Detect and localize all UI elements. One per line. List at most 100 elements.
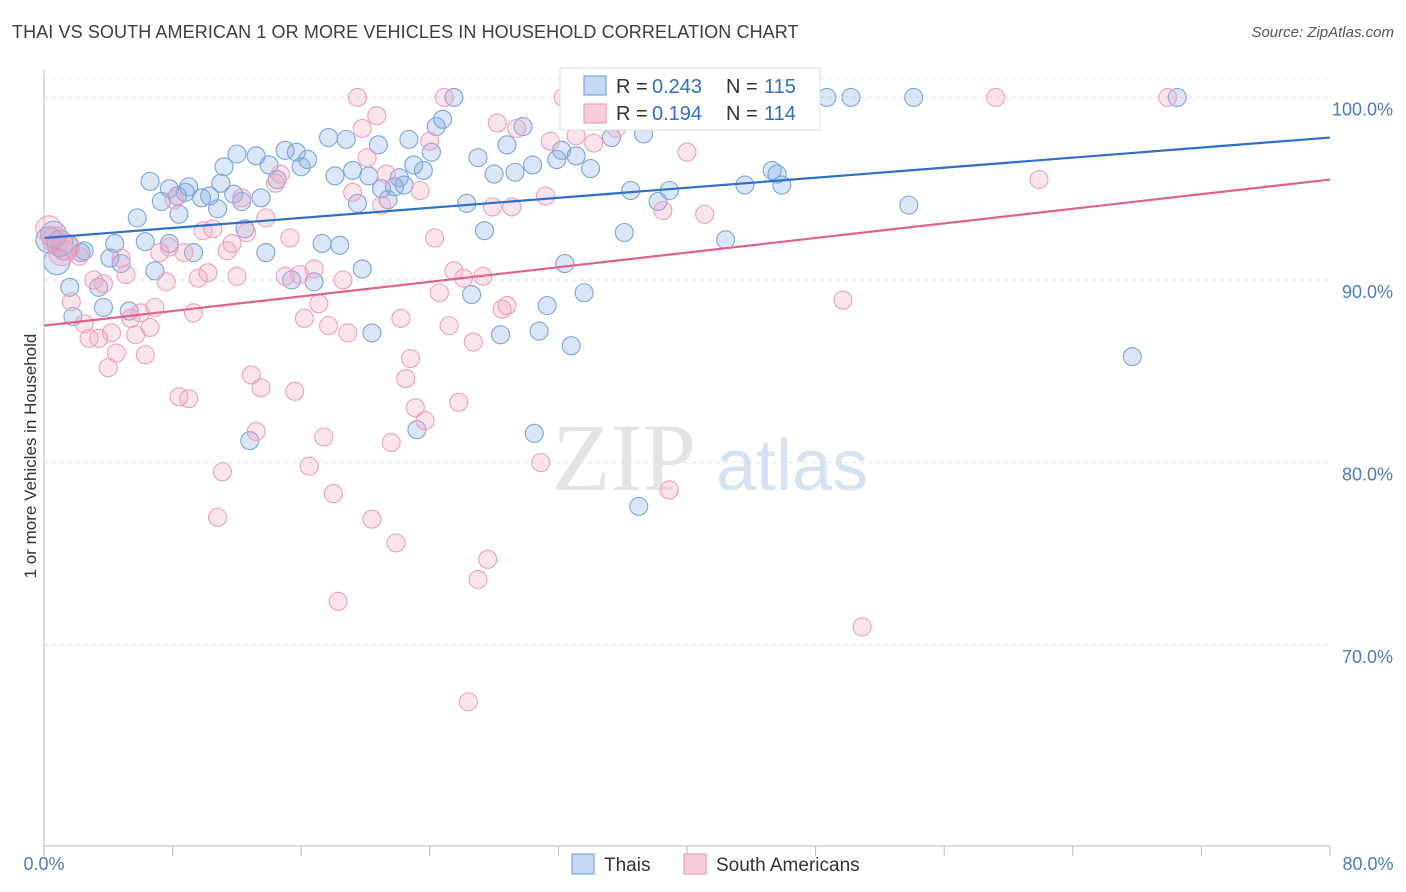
data-points: [35, 87, 1187, 712]
thais-point: [318, 128, 339, 148]
south-americans-point: [677, 142, 697, 162]
south-americans-point: [352, 118, 372, 138]
thais-point: [286, 142, 306, 162]
south-americans-trend-line: [43, 178, 1331, 327]
legend-r-label-1: R =: [616, 76, 648, 98]
y-tick-label: 100.0%: [1332, 99, 1393, 119]
thais-point: [574, 283, 594, 303]
south-americans-point: [48, 239, 76, 267]
south-americans-point: [986, 87, 1006, 107]
south-americans-point: [391, 308, 411, 328]
thais-point: [468, 148, 488, 168]
south-americans-point: [540, 131, 560, 151]
thais-point: [179, 177, 199, 197]
thais-point: [537, 295, 557, 316]
thais-point: [413, 160, 433, 180]
south-americans-point: [156, 272, 176, 292]
south-americans-point: [299, 456, 319, 476]
thais-point: [561, 336, 581, 356]
thais-point: [772, 175, 792, 195]
south-americans-point: [434, 87, 454, 107]
thais-point: [841, 87, 861, 107]
thais-point: [484, 164, 504, 184]
south-americans-point: [318, 316, 339, 336]
thais-point: [444, 87, 464, 107]
thais-point: [629, 496, 649, 516]
south-americans-point: [188, 268, 208, 288]
south-americans-point: [135, 345, 155, 365]
south-americans-point: [584, 133, 604, 153]
south-americans-point: [531, 453, 551, 473]
thais-point: [474, 221, 495, 241]
south-americans-point: [236, 222, 257, 243]
south-americans-point: [478, 549, 498, 569]
south-americans-point: [439, 316, 459, 336]
bottom-legend-south-americans: South Americans: [716, 855, 860, 876]
south-americans-point: [309, 294, 329, 314]
legend-r-label-2: R =: [616, 103, 648, 125]
south-americans-point: [347, 87, 368, 107]
y-tick-label: 70.0%: [1342, 647, 1393, 667]
south-americans-point: [203, 219, 223, 239]
thais-point: [251, 188, 271, 208]
thais-point: [246, 146, 266, 166]
south-americans-point: [653, 201, 673, 221]
thais-point: [191, 188, 212, 208]
south-americans-point: [116, 264, 136, 285]
thais-point: [457, 193, 477, 213]
south-americans-point: [458, 692, 478, 712]
south-americans-point: [304, 259, 324, 279]
south-americans-point: [386, 533, 406, 553]
south-americans-point: [98, 358, 118, 378]
thais-point: [140, 171, 160, 191]
thais-point: [183, 243, 204, 263]
south-americans-point: [497, 295, 517, 316]
trend-lines: [43, 136, 1331, 327]
south-americans-point: [89, 328, 109, 348]
thais-point: [580, 159, 601, 179]
legend-r-value-2: 0.194: [652, 103, 702, 125]
south-americans-point: [275, 266, 295, 286]
watermark: ZIP atlas: [552, 404, 868, 511]
bottom-legend-swatch-thais: [571, 853, 595, 875]
thais-point: [127, 208, 147, 228]
thais-point: [1122, 347, 1142, 367]
south-americans-point: [74, 314, 94, 334]
thais-point: [330, 235, 350, 255]
thais-point: [93, 297, 114, 317]
thais-point: [735, 175, 755, 195]
south-americans-point: [429, 283, 449, 303]
y-tick-label: 80.0%: [1342, 465, 1393, 485]
thais-point: [352, 259, 372, 279]
south-americans-point: [1158, 87, 1178, 107]
watermark-zip: ZIP: [552, 404, 696, 511]
thais-point: [614, 222, 634, 243]
thais-point: [211, 173, 231, 193]
south-americans-point: [159, 237, 179, 257]
thais-point: [547, 149, 567, 170]
south-americans-point: [79, 328, 99, 348]
south-americans-point: [333, 270, 353, 290]
south-americans-point: [396, 369, 416, 389]
y-tick-label: 90.0%: [1342, 282, 1393, 302]
south-americans-point: [232, 188, 252, 208]
south-americans-point: [659, 480, 679, 500]
legend-n-value-2: 114: [764, 103, 796, 125]
south-americans-point: [285, 381, 305, 401]
chart-source: Source: ZipAtlas.com: [1251, 24, 1394, 41]
watermark-atlas: atlas: [716, 426, 868, 506]
south-americans-point: [251, 378, 271, 398]
thais-point: [343, 160, 363, 180]
thais-point: [214, 157, 234, 177]
south-americans-point: [487, 113, 507, 133]
thais-point: [524, 423, 544, 443]
thais-point: [291, 157, 311, 177]
thais-point: [462, 285, 482, 305]
south-americans-point: [376, 164, 396, 184]
thais-point: [513, 117, 533, 137]
south-americans-point: [1029, 170, 1049, 190]
south-americans-point: [61, 292, 81, 312]
legend-swatch-south-americans: [583, 103, 607, 124]
south-americans-point: [256, 208, 276, 228]
